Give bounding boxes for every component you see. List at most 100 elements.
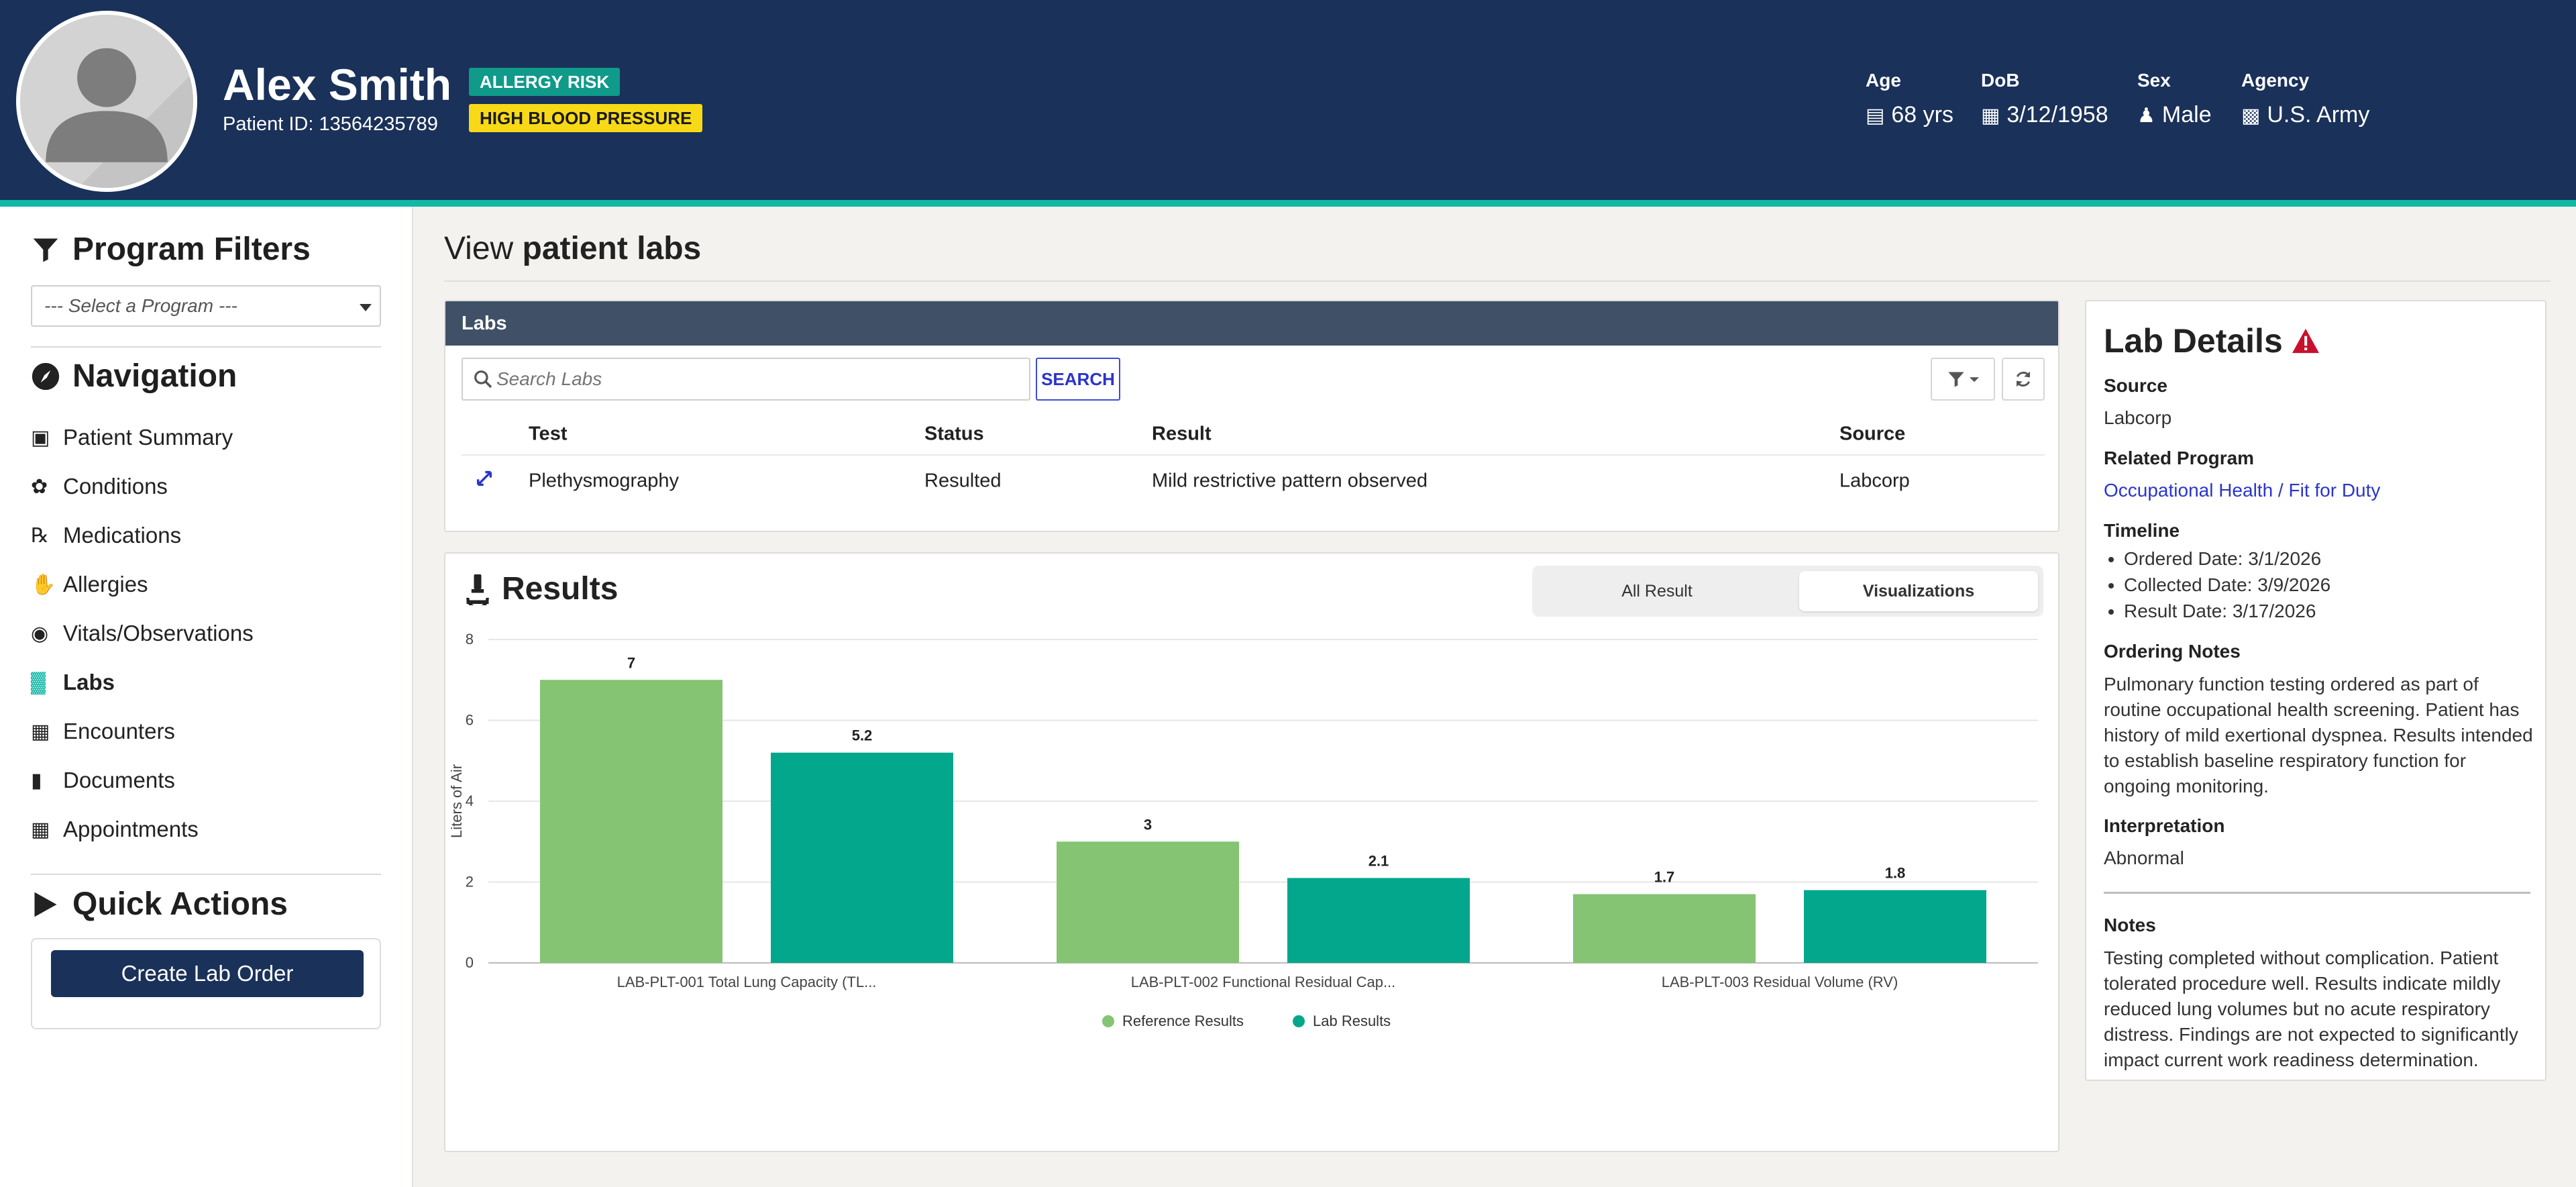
search-input[interactable]: [496, 363, 1020, 395]
building-icon: ▩: [2241, 105, 2261, 127]
patient-id: Patient ID: 13564235789: [223, 113, 438, 135]
chevron-down-icon: [360, 304, 372, 311]
quick-actions-title: Quick Actions: [72, 886, 288, 922]
bar-value-label: 1.8: [1885, 865, 1906, 882]
sidebar-item-patient-summary[interactable]: ▣ Patient Summary: [31, 420, 233, 455]
bar-value-label: 1.7: [1654, 869, 1675, 886]
vials-icon: ▓: [31, 671, 46, 693]
source-label: Source: [2104, 375, 2167, 396]
patient-header: Alex Smith Patient ID: 13564235789 ALLER…: [0, 0, 2576, 200]
calendar-icon: ▦: [31, 720, 50, 743]
sidebar-item-allergies[interactable]: ✋ Allergies: [31, 567, 148, 602]
notes-label: Notes: [2104, 915, 2156, 935]
program-select-placeholder: --- Select a Program ---: [44, 295, 237, 316]
toggle-all-result[interactable]: All Result: [1621, 582, 1693, 601]
microscope-icon: [463, 573, 492, 605]
play-icon: [31, 890, 63, 919]
table-row[interactable]: Plethysmography Resulted Mild restrictiv…: [462, 456, 2045, 507]
column-header-test: Test: [529, 423, 568, 445]
program-select[interactable]: --- Select a Program ---: [31, 285, 381, 327]
sidebar-item-appointments[interactable]: ▦ Appointments: [31, 812, 199, 847]
ordering-notes-text: Pulmonary function testing ordered as pa…: [2104, 674, 2533, 796]
lab-details-title: Lab Details: [2104, 322, 2283, 360]
high-blood-pressure-badge: HIGH BLOOD PRESSURE: [469, 104, 703, 132]
nav-label: Documents: [63, 768, 175, 792]
cell-test: Plethysmography: [529, 470, 680, 492]
y-tick-label: 0: [466, 954, 474, 971]
sidebar-divider: [31, 874, 381, 875]
navigation-heading: Navigation: [31, 358, 237, 395]
cell-source: Labcorp: [1839, 470, 1910, 492]
agency-value: U.S. Army: [2267, 102, 2370, 127]
title-divider: [444, 280, 2551, 282]
related-program-link[interactable]: Occupational Health / Fit for Duty: [2104, 480, 2381, 501]
navigation-title: Navigation: [72, 358, 237, 394]
cell-status: Resulted: [924, 470, 1002, 492]
quick-actions-panel: Create Lab Order: [31, 938, 381, 1029]
filter-icon: [31, 235, 63, 264]
y-tick-label: 4: [466, 792, 474, 809]
sidebar: Program Filters --- Select a Program ---…: [0, 207, 413, 1187]
toggle-visualizations[interactable]: Visualizations: [1799, 571, 2038, 611]
hand-icon: ✋: [31, 573, 56, 596]
sidebar-item-labs[interactable]: ▓ Labs: [31, 665, 115, 700]
patient-name: Alex Smith: [223, 60, 452, 109]
interpretation-label: Interpretation: [2104, 815, 2225, 836]
create-lab-order-button[interactable]: Create Lab Order: [51, 950, 364, 997]
sidebar-item-documents[interactable]: ▮ Documents: [31, 763, 175, 798]
demographic-sex: Sex ♟ Male: [2137, 70, 2212, 128]
sidebar-item-conditions[interactable]: ✿ Conditions: [31, 469, 168, 504]
allergy-risk-badge: ALLERGY RISK: [469, 68, 621, 96]
table-header-row: Test Status Result Source: [462, 414, 2045, 456]
y-axis-label: Liters of Air: [448, 764, 465, 838]
cell-result: Mild restrictive pattern observed: [1152, 470, 1428, 492]
ordering-notes-label: Ordering Notes: [2104, 641, 2241, 662]
search-button[interactable]: SEARCH: [1036, 358, 1120, 401]
eye-icon: ◉: [31, 622, 49, 645]
timeline-list: Ordered Date: 3/1/2026 Collected Date: 3…: [2124, 546, 2330, 624]
interpretation-value: Abnormal: [2104, 847, 2184, 868]
sidebar-item-vitals-observations[interactable]: ◉ Vitals/Observations: [31, 616, 254, 651]
dob-value: 3/12/1958: [2006, 102, 2108, 127]
bar-value-label: 2.1: [1368, 852, 1389, 869]
nav-label: Vitals/Observations: [63, 621, 254, 646]
nav-label: Appointments: [63, 817, 199, 841]
page-title: View patient labs: [444, 230, 701, 267]
demographic-agency: Agency ▩ U.S. Army: [2241, 70, 2369, 128]
program-filters-title: Program Filters: [72, 231, 311, 267]
lab-details-panel: Lab Details Source Labcorp Related Progr…: [2085, 300, 2546, 1081]
results-heading: Results: [463, 570, 618, 607]
details-divider: [2104, 892, 2530, 894]
expand-icon[interactable]: [474, 468, 495, 495]
legend-marker: [1102, 1015, 1114, 1027]
agency-label: Agency: [2241, 70, 2310, 91]
filter-dropdown-button[interactable]: [1931, 358, 1995, 401]
refresh-button[interactable]: [2002, 358, 2045, 401]
bar: [1573, 894, 1756, 963]
sidebar-item-encounters[interactable]: ▦ Encounters: [31, 714, 175, 749]
header-accent-stripe: [0, 200, 2576, 207]
demographic-dob: DoB ▦ 3/12/1958: [1981, 70, 2108, 128]
bar: [540, 680, 722, 963]
calendar-icon: ▦: [31, 818, 50, 841]
sidebar-item-medications[interactable]: ℞ Medications: [31, 518, 181, 553]
x-tick-label: LAB-PLT-001 Total Lung Capacity (TL...: [617, 974, 877, 990]
y-tick-label: 2: [466, 874, 474, 890]
nav-label: Patient Summary: [63, 425, 233, 450]
bar: [1804, 890, 1986, 963]
timeline-item: Ordered Date: 3/1/2026: [2124, 546, 2330, 572]
disease-icon: ✿: [31, 475, 48, 498]
nav-label: Encounters: [63, 719, 175, 743]
x-tick-label: LAB-PLT-002 Functional Residual Cap...: [1131, 974, 1396, 990]
column-header-result: Result: [1152, 423, 1212, 445]
bar-value-label: 3: [1144, 816, 1152, 833]
sex-label: Sex: [2137, 70, 2171, 91]
bar-value-label: 5.2: [852, 727, 873, 744]
results-panel: Results All Result Visualizations 0 2 4 6 8 L…: [444, 552, 2059, 1152]
search-field[interactable]: [462, 358, 1030, 401]
sidebar-divider: [31, 346, 381, 348]
caret-down-icon: [1970, 377, 1979, 382]
quick-actions-heading: Quick Actions: [31, 886, 288, 923]
compass-icon: [31, 362, 63, 391]
timeline-item: Collected Date: 3/9/2026: [2124, 572, 2330, 598]
